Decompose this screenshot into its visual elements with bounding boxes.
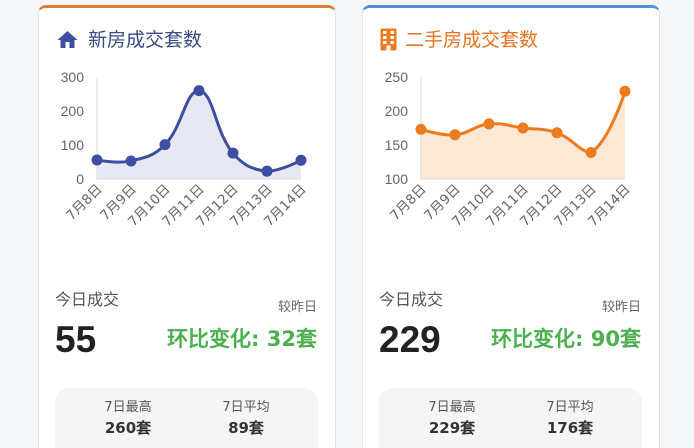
data-point (228, 148, 239, 159)
second-hand-house-card: 二手房成交套数 100 150 200 250 7月8日 7月9日 7月10日 7月11日 7月… (362, 5, 660, 448)
y-tick-label: 200 (61, 103, 85, 119)
stat-label: 7日平均 (510, 400, 630, 416)
y-tick-label: 100 (61, 137, 85, 153)
x-tick-label: 7月8日 (63, 181, 106, 224)
compare-label: 较昨日 (602, 300, 641, 316)
building-icon (380, 28, 397, 51)
data-point (194, 85, 205, 96)
y-tick-label: 200 (385, 103, 409, 119)
x-tick-label: 7月8日 (387, 181, 430, 224)
data-point (552, 127, 563, 138)
y-tick-label: 100 (385, 171, 409, 187)
stat-label: 7日最高 (392, 400, 512, 416)
data-point (518, 123, 529, 134)
y-tick-label: 250 (385, 69, 409, 85)
change-text: 环比变化: 90套 (491, 328, 641, 350)
today-label: 今日成交 (55, 291, 119, 309)
today-value: 229 (379, 321, 441, 359)
stat-value: 89套 (186, 419, 306, 437)
stat-7day-average: 7日平均 89套 (186, 388, 306, 448)
data-point (160, 139, 171, 150)
data-point (416, 124, 427, 135)
stat-value: 260套 (68, 419, 188, 437)
y-tick-label: 150 (385, 137, 409, 153)
stats-box: 7日最高 229套 7日平均 176套 (379, 388, 642, 448)
card-title: 二手房成交套数 (405, 30, 538, 50)
data-point (296, 155, 307, 166)
stat-label: 7日平均 (186, 400, 306, 416)
change-text: 环比变化: 32套 (167, 328, 317, 350)
new-house-line-chart: 01002003007月8日7月9日7月10日7月11日7月12日7月13日7月… (39, 65, 335, 255)
data-point (126, 155, 137, 166)
area-fill (97, 91, 301, 179)
data-point (484, 118, 495, 129)
y-tick-label: 0 (76, 171, 84, 187)
data-point (620, 86, 631, 97)
card-title: 新房成交套数 (88, 30, 202, 50)
compare-label: 较昨日 (278, 300, 317, 316)
new-house-card: 新房成交套数 0 100 200 300 7月8日 7月9日 7月10日 7月11日 7月12日… (38, 5, 336, 448)
today-value: 55 (55, 321, 96, 359)
second-hand-house-line-chart: 1001502002507月8日7月9日7月10日7月11日7月12日7月13日… (363, 65, 659, 255)
stat-label: 7日最高 (68, 400, 188, 416)
stat-value: 176套 (510, 419, 630, 437)
today-label: 今日成交 (379, 291, 443, 309)
stat-7day-max: 7日最高 260套 (68, 388, 188, 448)
stats-box: 7日最高 260套 7日平均 89套 (55, 388, 318, 448)
stat-7day-average: 7日平均 176套 (510, 388, 630, 448)
data-point (586, 147, 597, 158)
stat-7day-max: 7日最高 229套 (392, 388, 512, 448)
data-point (262, 166, 273, 177)
y-tick-label: 300 (61, 69, 85, 85)
data-point (450, 129, 461, 140)
house-icon (55, 28, 80, 52)
data-point (92, 154, 103, 165)
stat-value: 229套 (392, 419, 512, 437)
